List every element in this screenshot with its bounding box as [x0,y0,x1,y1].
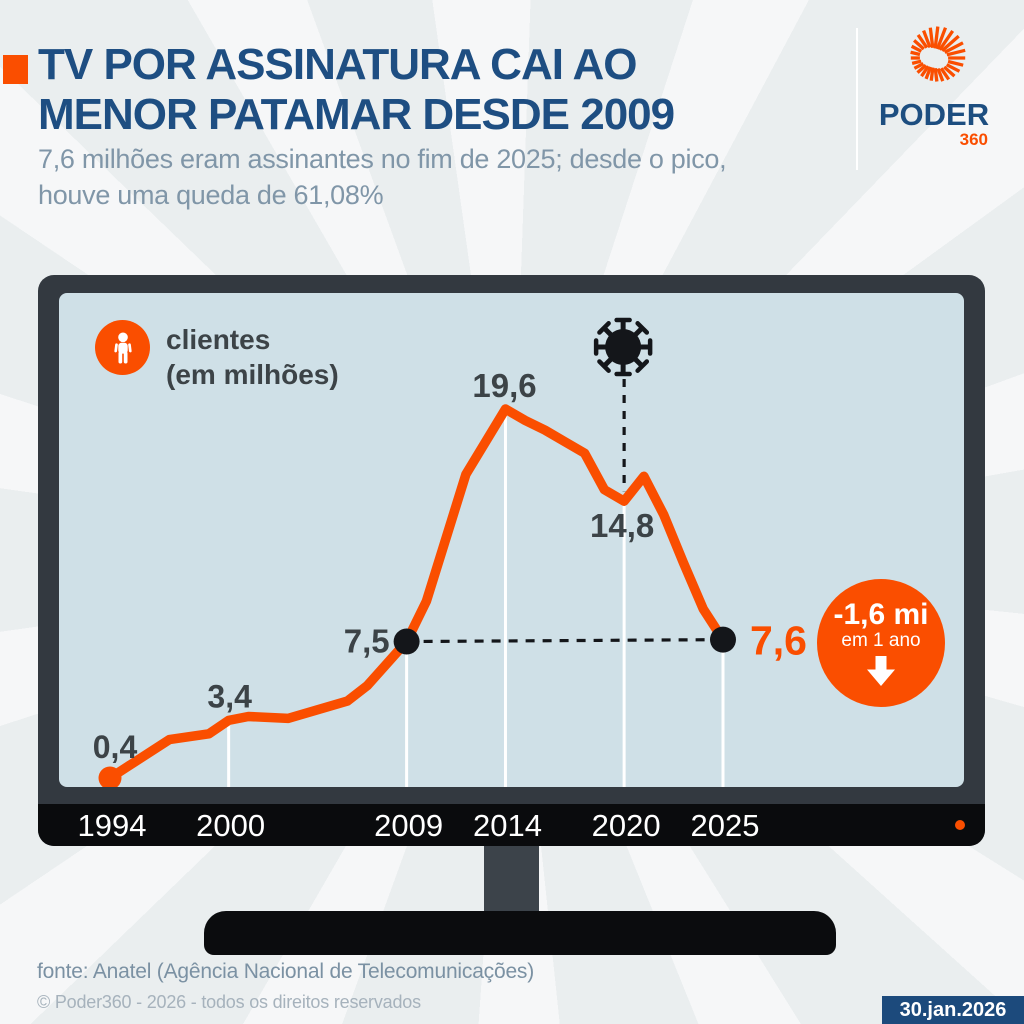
title-line-2: MENOR PATAMAR DESDE 2009 [38,90,675,139]
source-note: fonte: Anatel (Agência Nacional de Telec… [37,960,535,983]
date-badge: 30.jan.2026 [882,996,1024,1024]
x-axis-year-2025: 2025 [690,808,760,843]
logo-wordmark: PODER [878,97,990,132]
subscribers-line [105,404,728,783]
value-label-2020: 14,8 [590,507,654,544]
down-arrow-icon [867,656,895,686]
drop-badge: -1,6 mi em 1 ano [817,579,945,707]
tv-frame: 0,4 3,4 7,5 19,6 14,8 7,6 clientes (em milhõe… [38,275,985,846]
title-line-1: TV POR ASSINATURA CAI AO [38,40,638,89]
x-axis-year-2009: 2009 [374,808,444,843]
subtitle-line-2: houve uma queda de 61,08% [38,180,384,210]
value-label-2000: 3,4 [207,678,252,714]
legend-icon-circle [95,320,150,375]
dashed-connector [406,638,724,644]
tv-stand-base [204,911,836,955]
page-subtitle: 7,6 milhões eram assinantes no fim de 20… [38,141,727,213]
x-axis-year-2014: 2014 [472,808,542,843]
title-accent-marker [3,55,28,84]
x-axis-year-1994: 1994 [77,808,147,843]
legend-line-1: clientes [166,324,271,355]
value-label-2009: 7,5 [344,623,390,660]
point-marker-2009 [393,628,420,655]
tv-chin: 1994 2000 2009 2014 2020 2025 [38,804,985,846]
x-axis-year-2020: 2020 [591,808,661,843]
person-icon [113,332,132,363]
tv-screen: 0,4 3,4 7,5 19,6 14,8 7,6 clientes (em milhõe… [59,293,964,787]
logo-divider [856,28,858,170]
copyright-note: © Poder360 - 2026 - todos os direitos re… [37,992,421,1012]
point-marker-2025 [709,626,736,653]
chart-legend: clientes (em milhões) [95,320,339,392]
legend-line-2: (em milhões) [166,359,339,390]
point-marker-1994 [98,766,122,787]
page-title: TV POR ASSINATURA CAI AO MENOR PATAMAR D… [38,40,675,140]
x-axis-year-2000: 2000 [196,808,266,843]
power-led [955,820,965,830]
value-label-2014: 19,6 [472,367,536,404]
poder360-logo: PODER 360 [868,22,1000,150]
legend-text: clientes (em milhões) [166,320,339,392]
value-label-1994: 0,4 [93,729,138,765]
logo-suffix: 360 [959,130,988,149]
drop-badge-period: em 1 ano [841,630,921,651]
subtitle-line-1: 7,6 milhões eram assinantes no fim de 20… [38,144,727,174]
coronavirus-icon [593,317,653,377]
tv-stand-neck [484,845,539,915]
sunburst-icon [910,26,966,82]
drop-badge-value: -1,6 mi [833,598,929,631]
chart-svg: 0,4 3,4 7,5 19,6 14,8 7,6 [93,317,807,787]
value-label-2025: 7,6 [750,618,807,664]
